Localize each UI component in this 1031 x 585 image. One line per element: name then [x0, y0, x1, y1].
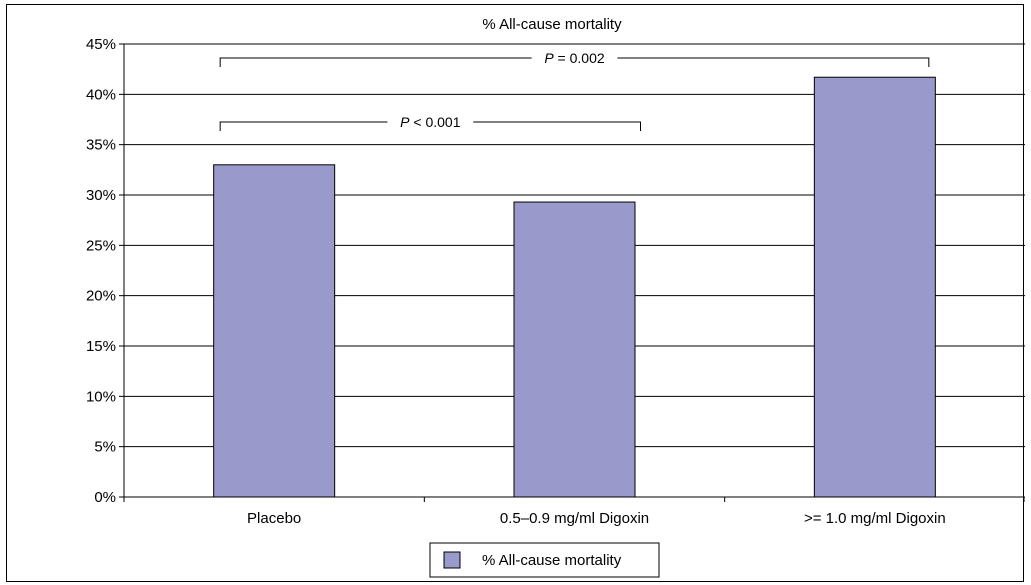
y-tick-label: 45%: [86, 36, 116, 53]
y-tick-label: 10%: [86, 388, 116, 405]
legend-box: [429, 542, 660, 578]
y-tick-label: 0%: [94, 489, 116, 506]
bar: [213, 164, 336, 498]
y-tick-label: 25%: [86, 237, 116, 254]
significance-bracket: P = 0.002: [219, 50, 930, 67]
y-tick-label: 40%: [86, 86, 116, 103]
bracket-left: [219, 121, 388, 131]
significance-bracket: P < 0.001: [219, 114, 641, 131]
y-tick-label: 30%: [86, 187, 116, 204]
bar-chart: % All-cause mortality 0% 5% 10% 15% 20% 25% 30…: [86, 16, 1025, 578]
p-value-label: P = 0.002: [544, 50, 605, 66]
y-tick-label: 5%: [94, 439, 116, 456]
tick-labels: 0% 5% 10% 15% 20% 25% 30% 35% 40% 45% Placebo 0.5–0…: [86, 36, 946, 527]
bracket-right: [473, 121, 641, 131]
bracket-left: [219, 57, 532, 67]
significance-annotations: P < 0.001 P = 0.002: [219, 50, 930, 131]
bar: [813, 76, 936, 498]
legend-label: % All-cause mortality: [482, 552, 622, 569]
legend: % All-cause mortality: [429, 542, 660, 578]
y-tick-label: 15%: [86, 338, 116, 355]
y-tick-label: 20%: [86, 288, 116, 305]
chart-frame: % All-cause mortality 0% 5% 10% 15% 20% 25% 30…: [6, 4, 1025, 582]
x-tick-label: Placebo: [247, 510, 301, 527]
x-tick-label: >= 1.0 mg/ml Digoxin: [804, 510, 946, 527]
p-value-label: P < 0.001: [400, 114, 461, 130]
bar: [513, 201, 636, 498]
chart-title: % All-cause mortality: [482, 16, 622, 33]
legend-swatch: [443, 551, 461, 569]
bracket-right: [617, 57, 930, 67]
x-tick-label: 0.5–0.9 mg/ml Digoxin: [500, 510, 649, 527]
bars: [213, 76, 936, 498]
axes: [123, 44, 1025, 502]
y-tick-label: 35%: [86, 137, 116, 154]
